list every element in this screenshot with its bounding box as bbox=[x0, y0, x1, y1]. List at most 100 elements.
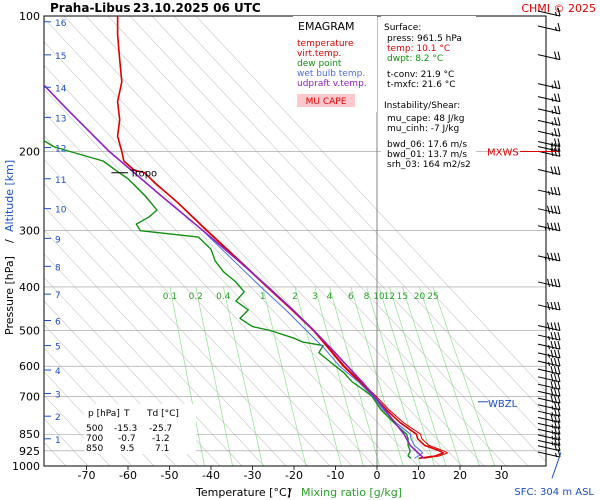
wind-barb-full bbox=[557, 186, 561, 196]
x-axis-title-sep: / bbox=[288, 486, 292, 499]
mu-cape-button[interactable] bbox=[297, 94, 355, 107]
wind-barb-full bbox=[550, 322, 554, 331]
surface-wind-line bbox=[551, 452, 562, 479]
legend: EMAGRAM temperature virt.temp. dew point… bbox=[293, 16, 377, 112]
wind-barb-full bbox=[557, 117, 561, 126]
wind-barb-full bbox=[554, 51, 557, 60]
wind-barb-full bbox=[550, 395, 554, 404]
dry-adiabat-line bbox=[44, 324, 177, 466]
wind-barb-full bbox=[550, 331, 554, 341]
wind-barb-full bbox=[554, 80, 557, 89]
dry-adiabat-line bbox=[44, 111, 375, 466]
wind-barb-full bbox=[554, 408, 557, 417]
temperature-tick-label: 20 bbox=[453, 469, 467, 482]
wind-barb-full bbox=[554, 373, 557, 382]
wind-barb-full bbox=[557, 143, 561, 152]
wind-barb-full bbox=[550, 414, 554, 423]
wind-barb-full bbox=[557, 358, 561, 367]
sounding-datetime: 23.10.2025 06 UTC bbox=[133, 1, 261, 15]
pressure-tick-label: 200 bbox=[19, 145, 40, 158]
wind-barb-full bbox=[557, 128, 561, 137]
dry-adiabat-line bbox=[44, 88, 397, 466]
wind-barb-full bbox=[547, 222, 550, 231]
dry-adiabat-line bbox=[44, 17, 463, 466]
wind-barb-half bbox=[551, 430, 554, 435]
table-cell: 850 bbox=[86, 444, 103, 454]
instability-title: Instability/Shear: bbox=[384, 101, 460, 111]
surface-pressure: press: 961.5 hPa bbox=[387, 34, 462, 44]
credit-text: CHMI © 2025 bbox=[521, 2, 596, 15]
dry-adiabat-line bbox=[195, 16, 546, 392]
profile-line-udpraft-v-temp- bbox=[44, 83, 425, 459]
altitude-tick-label: 3 bbox=[55, 390, 61, 400]
altitude-tick-label: 2 bbox=[55, 413, 61, 423]
wind-barb-full bbox=[554, 358, 557, 367]
level-table-background bbox=[84, 404, 196, 454]
dry-adiabat-line bbox=[44, 276, 221, 466]
wind-barb-half bbox=[551, 412, 554, 417]
table-header-p: p [hPa] bbox=[88, 409, 120, 419]
mixing-ratio-line bbox=[314, 286, 364, 466]
mu-cinh-value: mu_cinh: -7 J/kg bbox=[387, 124, 459, 134]
wind-barb-half bbox=[548, 335, 550, 341]
altitude-tick-label: 8 bbox=[55, 263, 61, 273]
wind-barb bbox=[537, 80, 561, 90]
wind-barb bbox=[537, 373, 561, 383]
bwd-01-value: bwd_01: 13.7 m/s bbox=[387, 150, 467, 160]
altitude-tick-label: 14 bbox=[55, 84, 67, 94]
table-cell: -1.2 bbox=[152, 434, 170, 444]
wind-barb-full bbox=[554, 414, 557, 423]
wind-barb bbox=[537, 117, 561, 126]
wind-barb bbox=[537, 401, 561, 411]
wind-barb-full bbox=[557, 388, 561, 397]
temperature-tick-label: -60 bbox=[119, 469, 137, 482]
wind-barb-full bbox=[557, 301, 561, 311]
legend-item-dew-point: dew point bbox=[297, 59, 342, 69]
wind-barb-full bbox=[550, 166, 554, 175]
dry-adiabat-line bbox=[44, 135, 353, 466]
wind-barb-full bbox=[557, 138, 561, 147]
altitude-tick-label: 6 bbox=[55, 318, 61, 328]
wind-barb-full bbox=[557, 331, 561, 341]
altitude-tick-label: 13 bbox=[55, 114, 66, 124]
mixing-ratio-label: 8 bbox=[364, 292, 370, 302]
info-panel: Surface: press: 961.5 hPa temp: 10.1 °C … bbox=[381, 16, 476, 174]
temperature-tick-label: 30 bbox=[495, 469, 509, 482]
wind-barb bbox=[537, 138, 561, 148]
wind-barb-full bbox=[557, 278, 561, 288]
dry-adiabat-line bbox=[151, 16, 546, 439]
annotations-layer: Tropo MXWS WBZL bbox=[111, 147, 558, 410]
wind-barb-full bbox=[557, 437, 561, 446]
wind-barb-half bbox=[551, 142, 554, 147]
wind-barb-full bbox=[550, 301, 554, 311]
wind-barb-full bbox=[557, 80, 561, 89]
wind-barb-full bbox=[557, 252, 561, 261]
wind-barb-half bbox=[551, 435, 554, 441]
wind-barb-full bbox=[547, 322, 550, 331]
wind-barb-full bbox=[554, 205, 557, 214]
mixing-ratio-line bbox=[223, 286, 264, 466]
level-table: p [hPa] T Td [°C] 500 -15.3 -25.7 700 -0… bbox=[84, 404, 196, 454]
wind-barb-half bbox=[551, 84, 554, 89]
dry-adiabat-line bbox=[44, 159, 331, 466]
table-cell: 9.5 bbox=[120, 444, 134, 454]
wind-barb-full bbox=[554, 138, 557, 147]
wind-barb bbox=[537, 166, 561, 175]
mixing-ratio-line bbox=[195, 286, 233, 466]
wind-barb-full bbox=[554, 278, 557, 288]
wind-barb-full bbox=[554, 252, 557, 261]
mu-cape-value: mu_cape: 48 J/kg bbox=[387, 114, 465, 124]
wind-barb-full bbox=[554, 93, 557, 102]
wbzl-label: WBZL bbox=[488, 399, 518, 410]
wind-barb-full bbox=[557, 366, 561, 375]
wind-barb bbox=[537, 349, 561, 359]
tropopause-label: Tropo bbox=[129, 169, 157, 180]
wind-barb-half bbox=[544, 256, 547, 261]
wind-barb-full bbox=[554, 349, 557, 358]
wind-barb-full bbox=[554, 166, 557, 175]
mixing-ratio-line bbox=[294, 286, 342, 466]
wind-barb-full bbox=[550, 222, 554, 231]
temperature-tick-label: -50 bbox=[161, 469, 179, 482]
wind-barb bbox=[537, 442, 561, 452]
